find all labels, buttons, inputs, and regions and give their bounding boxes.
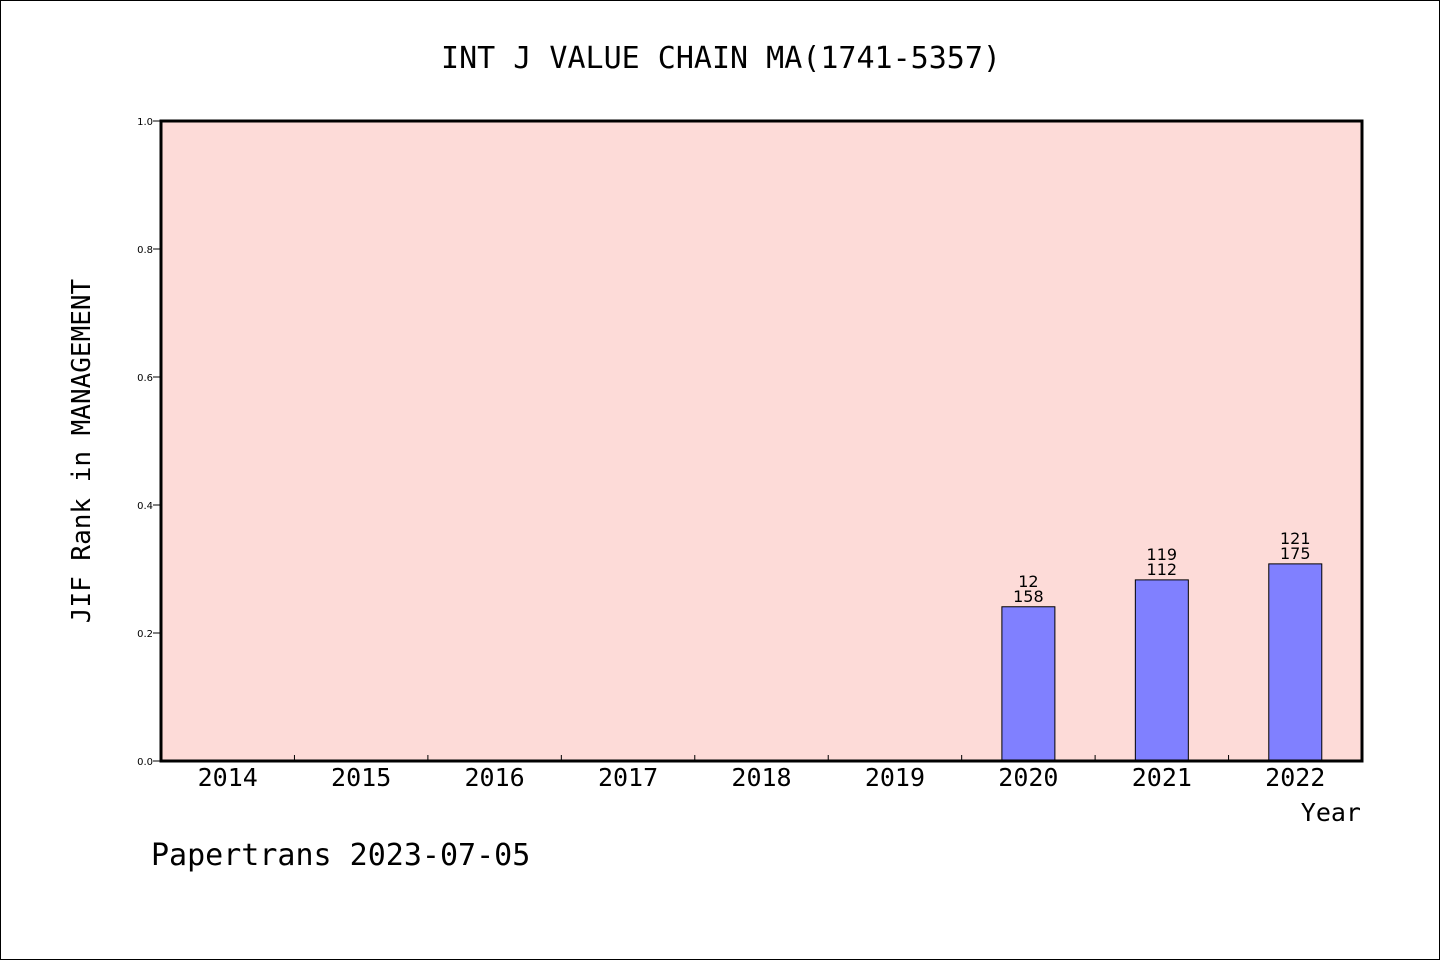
x-tick-label: 2017	[598, 763, 658, 792]
x-axis-label: Year	[1301, 798, 1361, 827]
bar-total-label: 175	[1280, 544, 1311, 563]
plot-border	[159, 119, 1364, 763]
bar	[1268, 563, 1323, 762]
bar-rank-label: 121	[1280, 529, 1311, 548]
bar-total-label: 158	[1013, 587, 1044, 606]
x-tick-label: 2021	[1132, 763, 1192, 792]
x-tick-label: 2015	[331, 763, 391, 792]
x-tick-label: 2014	[198, 763, 258, 792]
bar-total-label: 112	[1147, 560, 1178, 579]
bar-rank-label: 119	[1147, 545, 1178, 564]
x-tick-label: 2019	[865, 763, 925, 792]
bar-rank-label: 12	[1018, 572, 1038, 591]
x-tick-label: 2022	[1265, 763, 1325, 792]
y-tick-label: 0.6	[137, 373, 153, 384]
y-axis: 0.0 0.2 0.4 0.6 0.8 1.0	[137, 117, 161, 768]
bar	[1001, 606, 1056, 762]
x-axis: 2014 2015 2016 2017 2018 2019 2020 2021 2022	[198, 755, 1325, 792]
chart-title: INT J VALUE CHAIN MA(1741-5357)	[441, 41, 1001, 76]
x-tick-label: 2018	[731, 763, 791, 792]
y-axis-label: JIF Rank in MANAGEMENT	[67, 278, 97, 623]
bars	[1001, 563, 1323, 762]
y-tick-label: 1.0	[137, 117, 153, 128]
footer-credit: Papertrans 2023-07-05	[151, 838, 530, 873]
y-tick-label: 0.2	[137, 629, 153, 640]
x-tick-label: 2016	[465, 763, 525, 792]
bar	[1134, 579, 1189, 762]
y-tick-label: 0.4	[137, 501, 153, 512]
y-tick-label: 0.0	[137, 757, 153, 768]
y-tick-label: 0.8	[137, 245, 153, 256]
x-tick-label: 2020	[998, 763, 1058, 792]
